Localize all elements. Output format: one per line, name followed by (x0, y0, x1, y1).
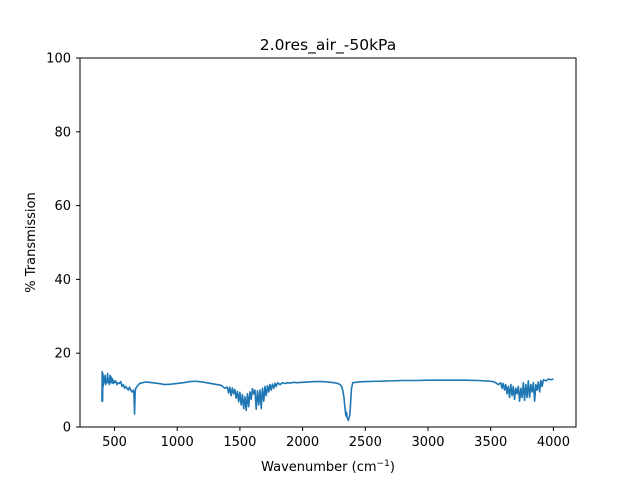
x-tick-label: 4000 (537, 435, 570, 450)
x-tick-label: 2500 (349, 435, 382, 450)
x-tick-label: 2000 (286, 435, 319, 450)
y-tick-label: 80 (54, 125, 71, 140)
series-line (101, 370, 554, 422)
y-tick-label: 100 (46, 52, 71, 67)
x-tick-label: 1500 (223, 435, 256, 450)
y-tick-label: 40 (54, 273, 71, 288)
x-axis-label-text: Wavenumber (cm (261, 460, 376, 475)
y-tick-label: 0 (63, 421, 71, 436)
y-axis-label: % Transmission (24, 192, 39, 292)
x-tick-label: 3000 (411, 435, 444, 450)
chart-title: 2.0res_air_-50kPa (260, 36, 396, 55)
x-tick-label: 500 (102, 435, 127, 450)
axes-frame (79, 57, 577, 428)
x-axis-label: Wavenumber (cm−1) (261, 459, 395, 475)
x-axis: 500 1000 1500 2000 2500 3000 3500 4000 (102, 427, 570, 450)
y-tick-label: 60 (54, 199, 71, 214)
y-axis: 0 20 40 60 80 100 (46, 52, 80, 436)
x-tick-label: 3500 (474, 435, 507, 450)
x-tick-label: 1000 (161, 435, 194, 450)
x-axis-label-tail: ) (390, 460, 395, 475)
y-tick-label: 20 (54, 347, 71, 362)
plot-area (79, 57, 577, 428)
x-axis-label-superscript: −1 (377, 459, 390, 469)
